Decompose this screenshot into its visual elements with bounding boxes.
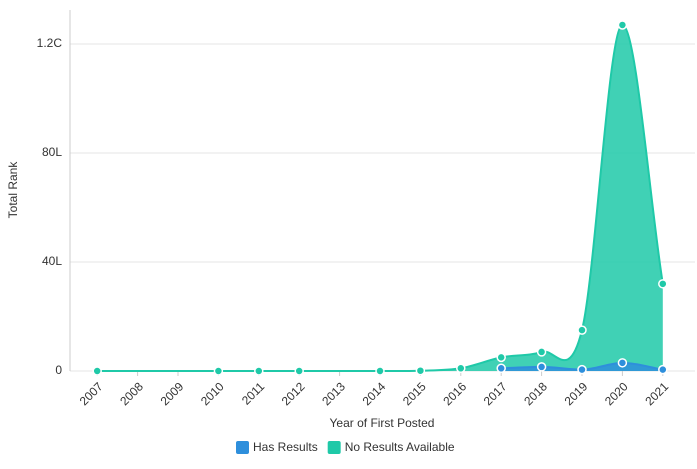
- x-tick-label: 2016: [440, 379, 469, 408]
- point: [617, 358, 628, 368]
- point: [577, 325, 587, 335]
- legend-label: Has Results: [253, 440, 318, 454]
- line: [97, 23, 664, 373]
- area: [97, 24, 663, 372]
- legend-label: No Results Available: [345, 440, 455, 454]
- x-tick-label: 2011: [239, 379, 267, 407]
- y-tick-label: 1.2C: [37, 36, 63, 50]
- x-tick-label: 2021: [642, 379, 671, 408]
- x-tick-label: 2014: [360, 379, 389, 408]
- y-tick-label: 40L: [42, 254, 62, 268]
- x-tick-label: 2013: [319, 379, 348, 408]
- point: [294, 366, 304, 376]
- point: [577, 364, 587, 375]
- x-tick-label: 2020: [602, 379, 631, 408]
- point: [92, 366, 102, 376]
- point: [536, 362, 547, 372]
- point: [375, 366, 385, 376]
- x-tick-label: 2015: [400, 379, 429, 408]
- point: [496, 352, 506, 363]
- x-tick-label: 2007: [77, 379, 106, 408]
- x-tick-label: 2018: [521, 379, 550, 408]
- point: [496, 363, 506, 374]
- x-tick-label: 2017: [481, 379, 510, 408]
- point: [456, 363, 466, 374]
- y-axis-title: Total Rank: [6, 161, 20, 219]
- point: [658, 364, 668, 375]
- point: [617, 20, 628, 30]
- point: [415, 365, 426, 376]
- point: [213, 366, 224, 376]
- x-tick-label: 2012: [279, 379, 308, 408]
- x-tick-label: 2019: [562, 379, 591, 408]
- x-axis-title: Year of First Posted: [330, 416, 435, 430]
- x-tick-label: 2009: [158, 379, 187, 408]
- x-tick-label: 2008: [117, 379, 146, 408]
- point: [536, 347, 547, 357]
- point: [658, 279, 668, 289]
- x-tick-label: 2010: [198, 379, 227, 408]
- point: [254, 366, 264, 376]
- legend-swatch: [327, 441, 341, 454]
- y-tick-label: 80L: [42, 145, 62, 159]
- y-tick-label: 0: [55, 363, 62, 377]
- legend-swatch: [236, 441, 249, 454]
